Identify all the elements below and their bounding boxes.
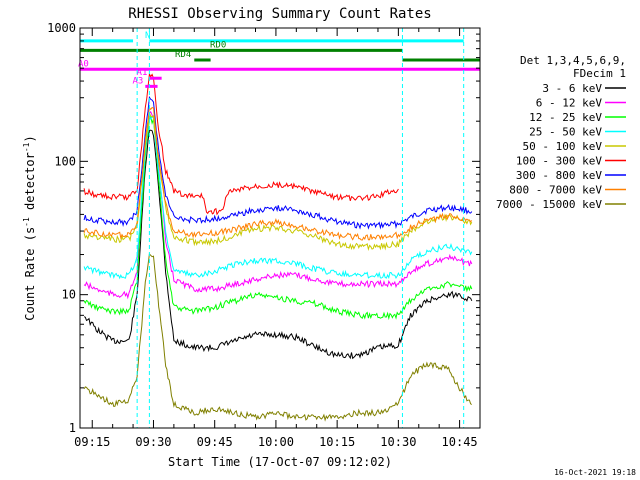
x-axis: 09:15 09:30 09:45 10:00 10:15 10:30 10:45: [74, 28, 481, 449]
x-tick-label: 10:30: [380, 435, 416, 449]
legend: Det 1,3,4,5,6,9, FDecim 1 3 - 6 keV 6 - 1…: [496, 54, 626, 211]
series-line: [83, 106, 473, 241]
y-tick-label: 10: [62, 288, 76, 302]
plot-frame: [79, 27, 481, 429]
legend-label: 3 - 6 keV: [542, 82, 602, 95]
legend-label: 25 - 50 keV: [529, 126, 602, 139]
y-tick-label: 1000: [47, 21, 76, 35]
flag-label: RD4: [175, 50, 191, 60]
legend-label: 12 - 25 keV: [529, 111, 602, 124]
series-line: [83, 252, 473, 422]
series-line: [83, 112, 473, 251]
legend-label: 6 - 12 keV: [536, 97, 603, 110]
x-tick-label: 10:15: [319, 435, 355, 449]
y-axis: 1 10 100 1000: [47, 21, 480, 435]
legend-header: Det 1,3,4,5,6,9,: [520, 54, 626, 67]
series-layer: [83, 72, 473, 422]
x-tick-label: 10:00: [258, 435, 294, 449]
x-tick-label: 09:15: [74, 435, 110, 449]
series-line: [83, 72, 399, 216]
series-line: [83, 129, 473, 360]
x-tick-label: 09:45: [197, 435, 233, 449]
legend-header: FDecim 1: [573, 67, 626, 80]
x-tick-label: 09:30: [135, 435, 171, 449]
legend-label: 100 - 300 keV: [516, 155, 602, 168]
flag-label: A1: [137, 68, 148, 78]
timestamp: 16-Oct-2021 19:18: [554, 468, 636, 477]
x-tick-label: 10:45: [442, 435, 478, 449]
flag-label: N: [145, 31, 150, 41]
marker-layer: [136, 28, 465, 428]
legend-label: 7000 - 15000 keV: [496, 198, 602, 211]
y-axis-label: Count Rate (s-1 detector-1): [22, 135, 37, 320]
chart-title: RHESSI Observing Summary Count Rates: [128, 6, 431, 22]
series-line: [83, 95, 473, 230]
legend-label: 300 - 800 keV: [516, 169, 602, 182]
flag-label: RD0: [210, 40, 226, 50]
legend-label: 800 - 7000 keV: [509, 184, 602, 197]
flag-label: A0: [78, 59, 89, 69]
y-tick-label: 1: [69, 421, 76, 435]
y-tick-label: 100: [54, 154, 76, 168]
legend-label: 50 - 100 keV: [523, 140, 603, 153]
x-axis-label: Start Time (17-Oct-07 09:12:02): [168, 455, 392, 469]
series-line: [83, 115, 473, 321]
flag-label: A3: [132, 76, 143, 86]
